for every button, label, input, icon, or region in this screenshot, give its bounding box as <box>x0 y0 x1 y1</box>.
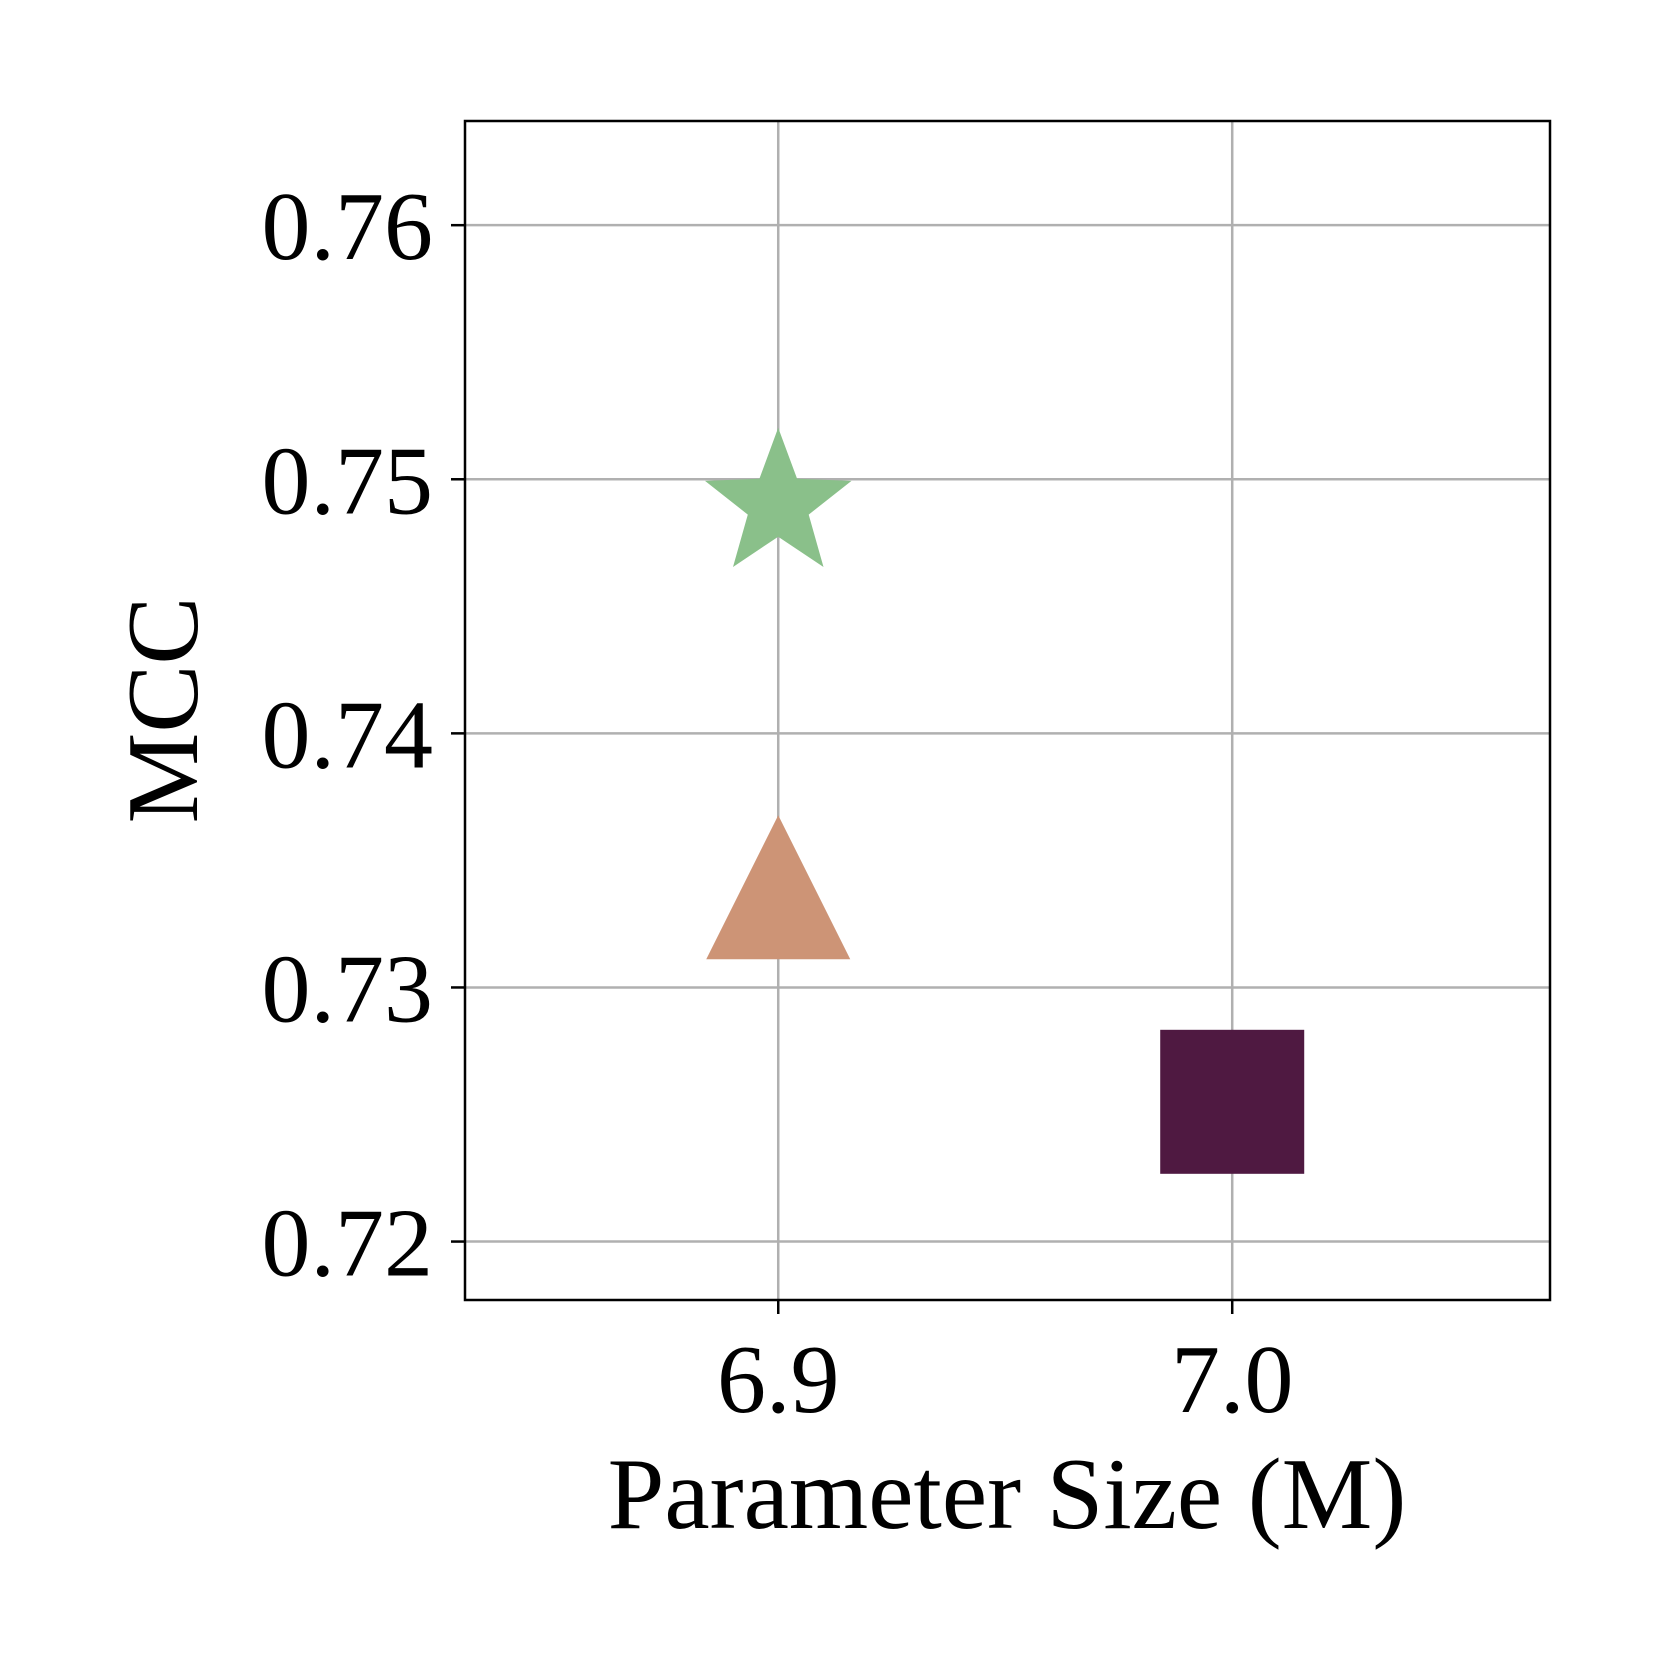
y-tick-label: 0.74 <box>262 681 434 789</box>
y-tick-label: 0.72 <box>262 1190 434 1298</box>
data-points <box>705 427 1305 1174</box>
plot-frame <box>463 119 1552 1302</box>
y-tick-label: 0.76 <box>262 173 434 281</box>
x-axis-label: Parameter Size (M) <box>608 1438 1407 1551</box>
y-axis-label: MCC <box>107 597 220 824</box>
triangle-marker <box>706 815 851 960</box>
grid-lines <box>465 121 1550 1300</box>
x-tick-label: 6.9 <box>717 1326 840 1434</box>
y-tick-label: 0.75 <box>262 427 434 535</box>
axis-ticks: 0.72 0.73 0.74 0.75 0.76 6.9 7.0 <box>262 173 1294 1434</box>
square-marker <box>1160 1029 1305 1174</box>
y-tick-label: 0.73 <box>262 935 434 1043</box>
x-tick-label: 7.0 <box>1171 1326 1294 1434</box>
star-marker <box>705 427 852 567</box>
